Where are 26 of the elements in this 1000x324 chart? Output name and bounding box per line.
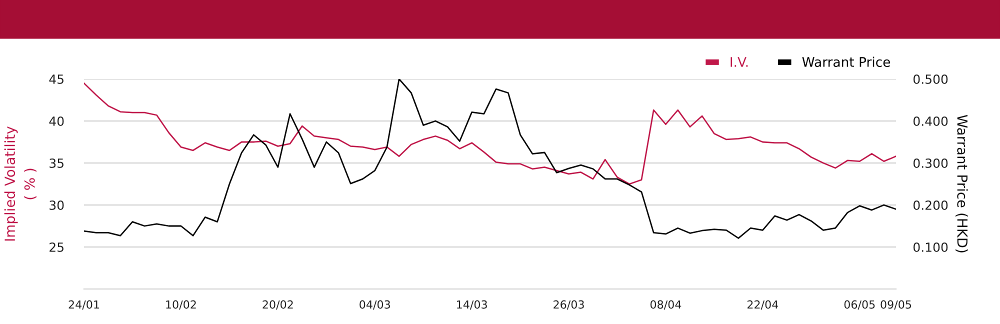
- x-tick-label: 22/04: [747, 300, 778, 310]
- legend-label: I.V.: [730, 57, 748, 67]
- x-tick-label: 09/05: [880, 300, 912, 310]
- x-tick-label: 26/03: [554, 300, 584, 310]
- y2-axis-title: Warrant Price (HKD): [956, 114, 968, 252]
- y2-tick-label: 0.300: [913, 158, 948, 168]
- legend-label: Warrant Price: [802, 56, 890, 67]
- line-series: [84, 82, 896, 185]
- y2-tick-label: 0.400: [913, 116, 948, 126]
- x-tick-label: 08/04: [650, 300, 682, 310]
- y2-tick-label: 0.100: [913, 242, 948, 252]
- x-tick-label: 10/02: [166, 300, 196, 310]
- y-tick-label: 25: [50, 242, 64, 252]
- y2-tick-label: 0.500: [913, 74, 948, 84]
- y-tick-label: 35: [50, 158, 64, 168]
- x-tick-label: 04/03: [360, 300, 390, 310]
- y-tick-label: 45: [49, 74, 64, 84]
- line-series: [84, 79, 896, 239]
- y-tick-label: 40: [49, 116, 64, 126]
- x-tick-label: 20/02: [262, 300, 293, 310]
- x-tick-label: 24/01: [68, 300, 99, 310]
- y-axis-title: Implied Volatility ( % ): [4, 126, 36, 241]
- x-tick-label: 14/03: [457, 300, 487, 310]
- y2-tick-label: 0.200: [913, 200, 948, 210]
- x-tick-label: 06/05: [844, 300, 875, 310]
- y-tick-label: 30: [50, 200, 64, 210]
